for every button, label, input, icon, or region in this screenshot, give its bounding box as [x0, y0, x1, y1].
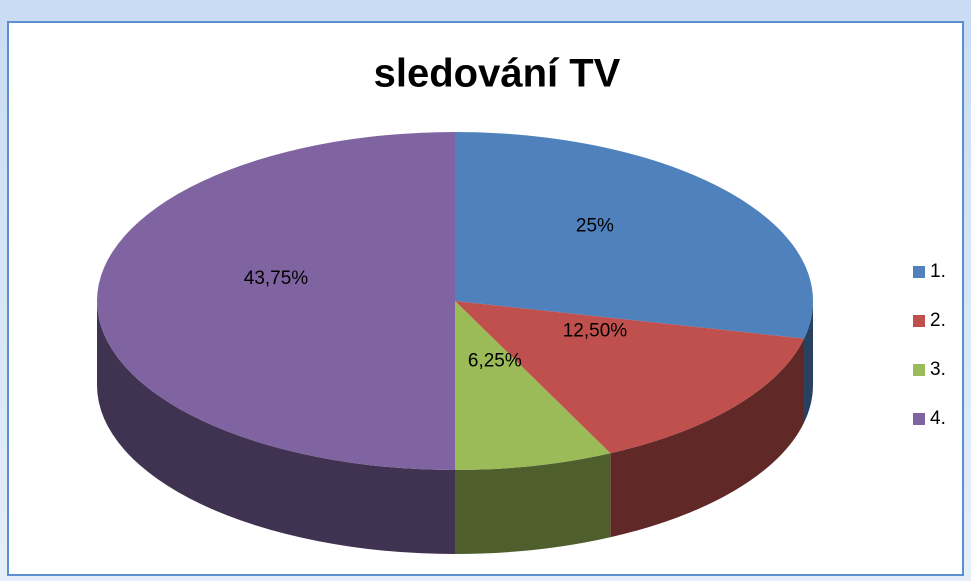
legend-swatch	[913, 315, 925, 327]
slice	[455, 132, 813, 339]
data-label: 12,50%	[563, 321, 628, 342]
slice	[455, 301, 805, 454]
slice-side	[97, 301, 455, 554]
legend-label: 2.	[930, 310, 946, 331]
slice-side	[455, 453, 611, 554]
slice	[455, 301, 611, 470]
chart-title: sledování TV	[374, 52, 621, 96]
legend-swatch	[913, 266, 925, 278]
legend-label: 3.	[930, 359, 946, 380]
data-label: 25%	[576, 215, 614, 236]
slice-side	[804, 301, 813, 423]
legend-label: 1.	[930, 261, 946, 282]
legend-swatch	[913, 413, 925, 425]
slice	[97, 132, 455, 470]
slice-side	[610, 338, 805, 538]
legend-label: 4.	[930, 408, 946, 429]
data-label: 43,75%	[244, 268, 309, 289]
legend-swatch	[913, 364, 925, 376]
data-label: 6,25%	[468, 350, 522, 371]
